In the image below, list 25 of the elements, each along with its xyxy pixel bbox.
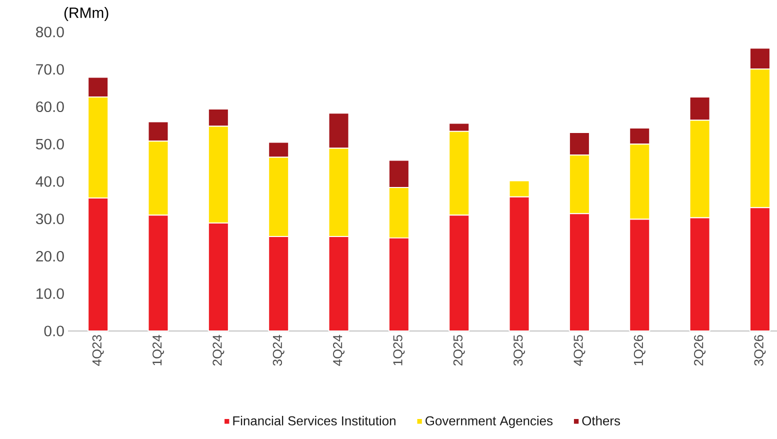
x-tick-label: 2Q25 xyxy=(453,335,465,366)
x-tick-label: 1Q24 xyxy=(152,334,164,366)
y-tick-label: 60.0 xyxy=(36,101,64,112)
x-tick-label: 2Q26 xyxy=(694,335,706,366)
x-tick-label: 4Q24 xyxy=(333,334,345,366)
y-tick-label: 50.0 xyxy=(36,138,64,150)
x-tick-label: 4Q25 xyxy=(574,335,586,366)
x-tick-label: 1Q26 xyxy=(634,335,646,366)
y-tick-label: 40.0 xyxy=(36,176,64,187)
y-tick-label: 30.0 xyxy=(36,214,64,224)
y-tick-label: 0.0 xyxy=(44,326,64,336)
y-tick-label: 70.0 xyxy=(36,64,64,75)
legend-label: Financial Services Institution xyxy=(233,416,396,426)
x-tick-label: 1Q25 xyxy=(393,335,405,366)
y-tick-label: 80.0 xyxy=(36,26,64,38)
x-tick-label: 3Q25 xyxy=(514,335,526,366)
x-tick-label: 4Q23 xyxy=(92,335,104,366)
x-tick-label: 3Q24 xyxy=(272,334,284,366)
x-tick-label: 2Q24 xyxy=(212,334,224,366)
y-axis-title: (RMm) xyxy=(64,7,108,21)
legend-label: Others xyxy=(582,416,620,426)
legend-label: Government Agencies xyxy=(426,416,553,428)
y-tick-label: 20.0 xyxy=(36,250,64,262)
x-tick-label: 3Q26 xyxy=(754,335,766,366)
y-tick-label: 10.0 xyxy=(36,288,64,299)
